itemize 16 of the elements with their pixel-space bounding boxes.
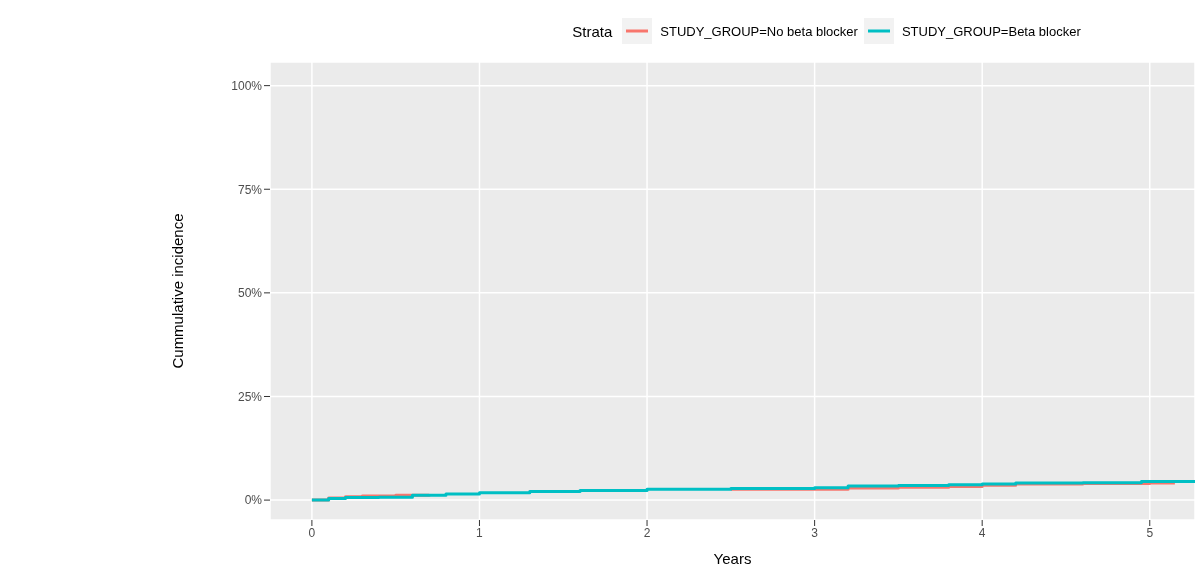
y-tick-label: 100%	[231, 78, 263, 93]
y-tick-label: 0%	[244, 493, 263, 508]
y-tick-label: 25%	[237, 389, 263, 404]
x-tick-label: 2	[643, 525, 651, 540]
y-axis-title: Cummulative incidence	[169, 213, 187, 369]
x-tick-label: 1	[476, 525, 484, 540]
x-axis-title: Years	[713, 550, 752, 567]
x-tick-label: 4	[978, 525, 986, 540]
x-tick-label: 3	[811, 525, 819, 540]
y-tick-label: 50%	[237, 286, 263, 301]
y-tick-label: 75%	[237, 182, 263, 197]
legend-label: STUDY_GROUP=Beta blocker	[901, 23, 1081, 39]
legend-label: STUDY_GROUP=No beta blocker	[660, 23, 858, 39]
legend-title: Strata	[572, 22, 613, 40]
x-tick-label: 0	[308, 525, 316, 540]
x-tick-label: 5	[1146, 525, 1154, 540]
